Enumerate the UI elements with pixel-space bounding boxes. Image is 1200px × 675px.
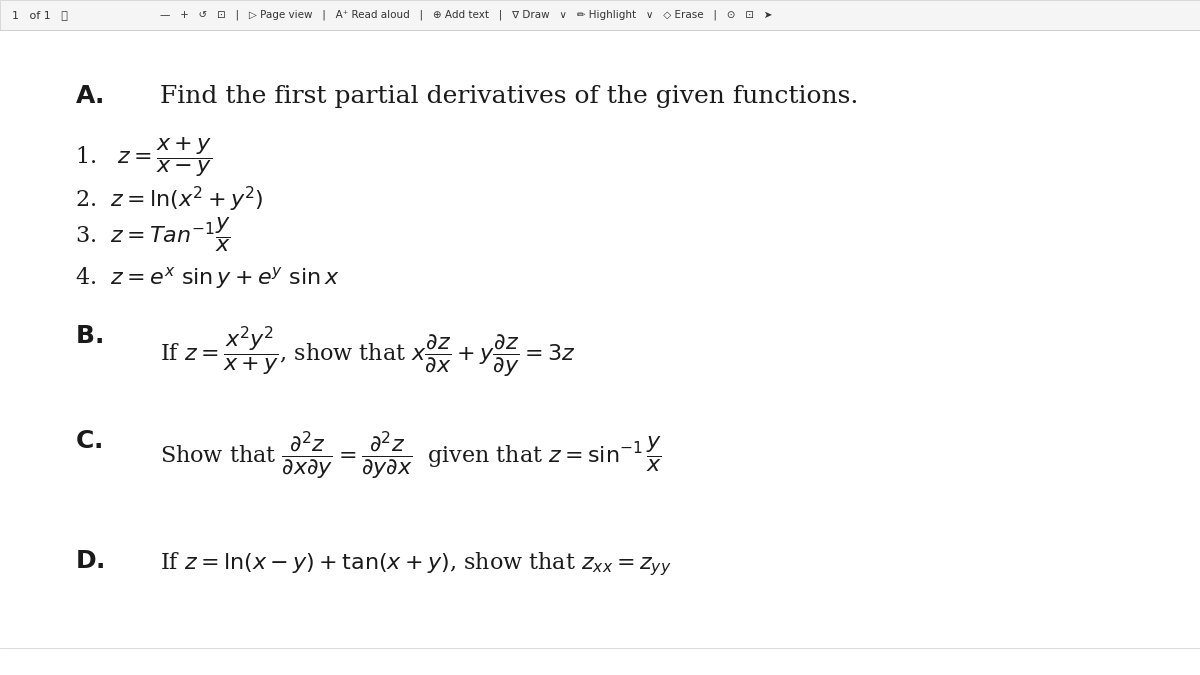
Text: If $z = \dfrac{x^2y^2}{x+y}$, show that $x\dfrac{\partial z}{\partial x} + y\dfr: If $z = \dfrac{x^2y^2}{x+y}$, show that … [160, 325, 576, 380]
Text: —   +   ↺   ⊡   |   ▷ Page view   |   A⁺ Read aloud   |   ⊕ Add text   |   ∇ Dra: — + ↺ ⊡ | ▷ Page view | A⁺ Read aloud | … [160, 9, 773, 20]
Text: $\mathbf{A.}$: $\mathbf{A.}$ [74, 85, 103, 108]
Text: 3.  $z = Tan^{-1}\dfrac{y}{x}$: 3. $z = Tan^{-1}\dfrac{y}{x}$ [74, 215, 230, 254]
Text: $\mathbf{C.}$: $\mathbf{C.}$ [74, 430, 102, 453]
Text: If $z = \ln(x - y) + \tan(x + y)$, show that $z_{xx} = z_{yy}$: If $z = \ln(x - y) + \tan(x + y)$, show … [160, 550, 671, 578]
Text: 1   of 1   🔍: 1 of 1 🔍 [12, 10, 68, 20]
Text: 4.  $z = e^x\ \sin y + e^y\ \sin x$: 4. $z = e^x\ \sin y + e^y\ \sin x$ [74, 265, 340, 291]
Text: Find the first partial derivatives of the given functions.: Find the first partial derivatives of th… [160, 85, 858, 108]
Text: 1.   $z = \dfrac{x+y}{x-y}$: 1. $z = \dfrac{x+y}{x-y}$ [74, 135, 212, 179]
Text: $\mathbf{B.}$: $\mathbf{B.}$ [74, 325, 103, 348]
Text: 2.  $z = \ln(x^2 + y^2)$: 2. $z = \ln(x^2 + y^2)$ [74, 185, 264, 214]
FancyBboxPatch shape [0, 0, 1200, 30]
Text: Show that $\dfrac{\partial^2 z}{\partial x\partial y} = \dfrac{\partial^2 z}{\pa: Show that $\dfrac{\partial^2 z}{\partial… [160, 430, 662, 482]
Text: $\mathbf{D.}$: $\mathbf{D.}$ [74, 550, 104, 573]
